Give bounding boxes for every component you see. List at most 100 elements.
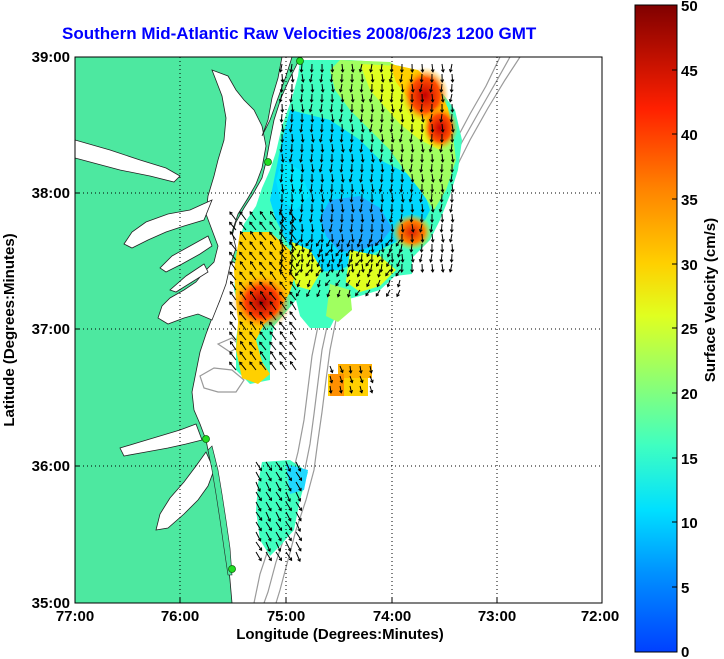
velocity-arrowhead <box>349 199 354 203</box>
velocity-arrowhead <box>289 351 293 356</box>
velocity-arrowhead <box>438 208 443 213</box>
velocity-arrowhead <box>229 340 234 345</box>
velocity-arrow <box>429 143 433 152</box>
velocity-arrowhead <box>410 129 414 133</box>
velocity-arrow <box>411 223 414 232</box>
velocity-arrow <box>259 311 267 321</box>
velocity-arrowhead <box>290 169 295 173</box>
velocity-arrowhead <box>360 79 365 83</box>
velocity-arrow <box>421 203 424 213</box>
velocity-arrowhead <box>379 69 384 73</box>
velocity-arrowhead <box>336 273 340 278</box>
velocity-arrowhead <box>289 149 294 153</box>
colorbar-tick-label: 10 <box>681 515 698 532</box>
velocity-arrow <box>265 531 272 542</box>
velocity-arrowhead <box>428 148 433 153</box>
velocity-arrow <box>401 193 404 202</box>
velocity-arrowhead <box>399 269 404 273</box>
velocity-arrow <box>315 269 321 277</box>
velocity-arrow <box>290 203 293 213</box>
velocity-arrowhead <box>396 263 400 268</box>
velocity-arrow <box>331 203 334 213</box>
velocity-arrow <box>450 203 453 212</box>
velocity-arrowhead <box>239 271 243 275</box>
velocity-arrow <box>281 123 284 132</box>
velocity-arrowhead <box>249 311 253 316</box>
velocity-arrow <box>239 211 247 221</box>
velocity-arrowhead <box>380 249 385 253</box>
velocity-arrow <box>269 271 277 281</box>
velocity-arrow <box>330 243 333 253</box>
velocity-arrowhead <box>339 79 344 83</box>
velocity-arrowhead <box>328 199 333 203</box>
velocity-arrowhead <box>399 219 404 223</box>
velocity-arrow <box>359 203 363 212</box>
velocity-arrowhead <box>310 149 315 153</box>
velocity-arrowhead <box>305 243 309 247</box>
velocity-arrow <box>410 213 413 223</box>
velocity-arrow <box>346 249 351 257</box>
velocity-arrow <box>316 239 321 247</box>
velocity-arrowhead <box>429 199 434 203</box>
velocity-arrowhead <box>439 89 444 93</box>
velocity-arrow <box>229 252 237 261</box>
velocity-arrowhead <box>408 169 413 173</box>
velocity-arrowhead <box>289 321 293 326</box>
velocity-arrowhead <box>249 361 253 365</box>
x-tick-label: 75:00 <box>267 608 305 625</box>
velocity-arrowhead <box>360 219 365 223</box>
velocity-arrowhead <box>300 199 305 203</box>
velocity-arrowhead <box>320 209 325 213</box>
velocity-arrowhead <box>430 99 435 103</box>
velocity-arrow <box>441 93 444 102</box>
velocity-arrow <box>255 491 262 501</box>
velocity-arrow <box>301 193 304 203</box>
velocity-arrow <box>229 351 237 361</box>
velocity-arrowhead <box>430 159 435 163</box>
velocity-arrow <box>285 471 292 481</box>
velocity-arrowhead <box>419 139 424 143</box>
velocity-arrowhead <box>449 259 454 263</box>
velocity-arrow <box>419 83 423 92</box>
velocity-arrow <box>279 361 287 371</box>
velocity-arrow <box>291 73 294 83</box>
velocity-arrowhead <box>309 269 314 273</box>
velocity-arrow <box>350 223 353 233</box>
velocity-arrow <box>280 143 283 153</box>
velocity-arrow <box>281 243 284 253</box>
velocity-arrowhead <box>340 69 345 73</box>
velocity-arrow <box>279 221 287 231</box>
colorbar-tick-label: 45 <box>681 63 698 80</box>
velocity-arrowhead <box>277 518 282 522</box>
velocity-arrowhead <box>340 369 344 374</box>
velocity-arrowhead <box>340 269 345 273</box>
velocity-arrowhead <box>418 258 423 263</box>
velocity-arrow <box>239 312 247 321</box>
velocity-arrowhead <box>359 229 364 233</box>
colorbar <box>634 4 678 653</box>
velocity-arrowhead <box>356 243 361 248</box>
velocity-arrow <box>351 63 354 72</box>
velocity-arrow <box>341 93 344 103</box>
velocity-arrowhead <box>369 389 374 394</box>
velocity-arrow <box>419 223 423 232</box>
velocity-arrow <box>295 521 301 532</box>
velocity-arrowhead <box>269 281 273 285</box>
velocity-arrow <box>295 461 301 472</box>
velocity-arrow <box>439 203 443 212</box>
velocity-arrowhead <box>249 281 253 286</box>
x-tick-label: 72:00 <box>581 608 619 625</box>
velocity-arrow <box>249 331 257 341</box>
velocity-arrowhead <box>350 219 355 223</box>
velocity-arrowhead <box>431 179 435 183</box>
velocity-arrow <box>249 221 257 231</box>
velocity-arrowhead <box>410 259 415 263</box>
velocity-arrowhead <box>299 99 304 103</box>
velocity-arrow <box>320 103 323 112</box>
velocity-arrow <box>265 461 272 471</box>
velocity-arrow <box>421 63 424 73</box>
velocity-arrowhead <box>386 283 391 288</box>
colorbar-tick-label: 25 <box>681 321 698 338</box>
velocity-arrow <box>239 361 247 371</box>
radar-stations <box>202 57 304 573</box>
